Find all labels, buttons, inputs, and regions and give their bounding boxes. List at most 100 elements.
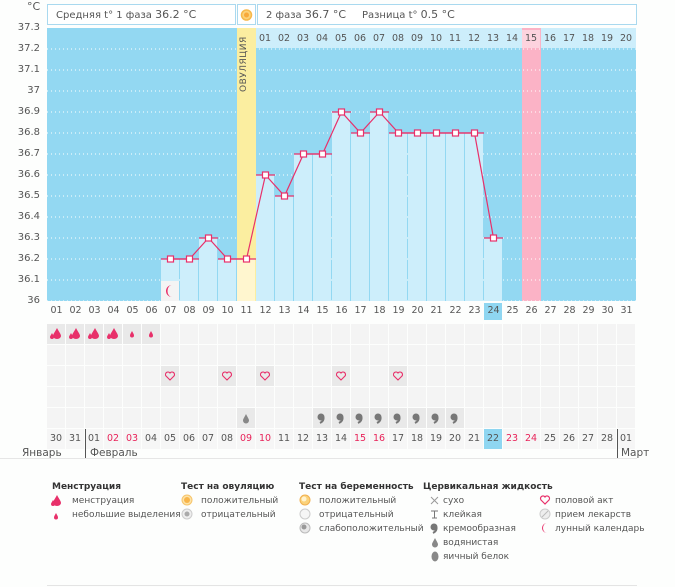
symbol-cell[interactable] xyxy=(161,366,179,386)
symbol-cell[interactable] xyxy=(617,366,635,386)
symbol-cell[interactable] xyxy=(541,345,559,365)
symbol-cell[interactable] xyxy=(180,387,198,407)
symbol-cell[interactable] xyxy=(142,387,160,407)
cycle-day-label[interactable]: 15 xyxy=(316,305,329,316)
symbol-cell[interactable] xyxy=(503,345,521,365)
symbol-cell[interactable] xyxy=(237,345,255,365)
calendar-date[interactable]: 05 xyxy=(161,429,179,449)
calendar-date[interactable]: 01 xyxy=(617,429,635,449)
symbol-cell[interactable] xyxy=(503,324,521,344)
symbol-cell[interactable] xyxy=(446,408,464,428)
symbol-cell[interactable] xyxy=(294,345,312,365)
calendar-date[interactable]: 06 xyxy=(180,429,198,449)
symbol-cell[interactable] xyxy=(408,345,426,365)
symbol-cell[interactable] xyxy=(351,324,369,344)
symbol-cell[interactable] xyxy=(275,408,293,428)
symbol-cell[interactable] xyxy=(351,366,369,386)
symbol-cell[interactable] xyxy=(332,345,350,365)
symbol-cell[interactable] xyxy=(370,408,388,428)
symbol-cell[interactable] xyxy=(256,345,274,365)
symbol-cell[interactable] xyxy=(598,366,616,386)
symbol-cell[interactable] xyxy=(541,408,559,428)
symbol-cell[interactable] xyxy=(541,387,559,407)
symbol-cell[interactable] xyxy=(180,345,198,365)
symbol-cell[interactable] xyxy=(560,345,578,365)
cycle-day-label[interactable]: 11 xyxy=(240,305,253,316)
symbol-cell[interactable] xyxy=(446,345,464,365)
calendar-date[interactable]: 23 xyxy=(503,429,521,449)
symbol-cell[interactable] xyxy=(332,408,350,428)
calendar-date[interactable]: 25 xyxy=(541,429,559,449)
symbol-cell[interactable] xyxy=(104,366,122,386)
symbol-cell[interactable] xyxy=(560,324,578,344)
cycle-day-label[interactable]: 27 xyxy=(544,305,557,316)
symbol-cell[interactable] xyxy=(256,324,274,344)
symbol-cell[interactable] xyxy=(218,387,236,407)
cycle-day-label[interactable]: 13 xyxy=(278,305,291,316)
symbol-cell[interactable] xyxy=(370,345,388,365)
symbol-cell[interactable] xyxy=(275,387,293,407)
calendar-date[interactable]: 19 xyxy=(427,429,445,449)
symbol-cell[interactable] xyxy=(256,408,274,428)
symbol-cell[interactable] xyxy=(598,408,616,428)
symbol-cell[interactable] xyxy=(351,387,369,407)
cycle-day-label[interactable]: 28 xyxy=(563,305,576,316)
symbol-cell[interactable] xyxy=(484,387,502,407)
symbol-cell[interactable] xyxy=(294,324,312,344)
symbol-cell[interactable] xyxy=(104,345,122,365)
cycle-day-label[interactable]: 06 xyxy=(145,305,158,316)
symbol-cell[interactable] xyxy=(294,408,312,428)
symbol-cell[interactable] xyxy=(66,345,84,365)
symbol-cell[interactable] xyxy=(47,324,65,344)
calendar-date[interactable]: 17 xyxy=(389,429,407,449)
cycle-day-label[interactable]: 25 xyxy=(506,305,519,316)
symbol-cell[interactable] xyxy=(389,345,407,365)
symbol-cell[interactable] xyxy=(218,345,236,365)
calendar-date[interactable]: 18 xyxy=(408,429,426,449)
cycle-day-label[interactable]: 21 xyxy=(430,305,443,316)
cycle-day-label[interactable]: 12 xyxy=(259,305,272,316)
symbol-cell[interactable] xyxy=(351,345,369,365)
cycle-day-label[interactable]: 08 xyxy=(183,305,196,316)
symbol-cell[interactable] xyxy=(522,387,540,407)
symbol-cell[interactable] xyxy=(104,408,122,428)
symbol-cell[interactable] xyxy=(161,345,179,365)
calendar-date[interactable]: 24 xyxy=(522,429,540,449)
symbol-cell[interactable] xyxy=(446,366,464,386)
symbol-cell[interactable] xyxy=(446,324,464,344)
cycle-day-label[interactable]: 17 xyxy=(354,305,367,316)
symbol-cell[interactable] xyxy=(199,408,217,428)
symbol-cell[interactable] xyxy=(199,345,217,365)
symbol-cell[interactable] xyxy=(85,387,103,407)
symbol-cell[interactable] xyxy=(579,387,597,407)
symbol-cell[interactable] xyxy=(47,345,65,365)
symbol-cell[interactable] xyxy=(180,324,198,344)
calendar-date[interactable]: 20 xyxy=(446,429,464,449)
symbol-cell[interactable] xyxy=(104,387,122,407)
symbol-cell[interactable] xyxy=(47,366,65,386)
calendar-date[interactable]: 02 xyxy=(104,429,122,449)
symbol-cell[interactable] xyxy=(142,345,160,365)
symbol-cell[interactable] xyxy=(617,387,635,407)
symbol-cell[interactable] xyxy=(313,408,331,428)
symbol-cell[interactable] xyxy=(541,324,559,344)
cycle-day-label[interactable]: 04 xyxy=(107,305,120,316)
symbol-cell[interactable] xyxy=(237,387,255,407)
symbol-cell[interactable] xyxy=(370,387,388,407)
symbol-cell[interactable] xyxy=(66,408,84,428)
symbol-cell[interactable] xyxy=(579,408,597,428)
symbol-cell[interactable] xyxy=(617,324,635,344)
symbol-cell[interactable] xyxy=(294,387,312,407)
symbol-cell[interactable] xyxy=(256,387,274,407)
symbol-cell[interactable] xyxy=(598,387,616,407)
symbol-cell[interactable] xyxy=(66,366,84,386)
symbol-cell[interactable] xyxy=(66,324,84,344)
symbol-cell[interactable] xyxy=(294,366,312,386)
symbol-cell[interactable] xyxy=(161,408,179,428)
calendar-date[interactable]: 04 xyxy=(142,429,160,449)
symbol-cell[interactable] xyxy=(484,366,502,386)
symbol-cell[interactable] xyxy=(579,324,597,344)
symbol-cell[interactable] xyxy=(408,387,426,407)
symbol-cell[interactable] xyxy=(218,324,236,344)
calendar-date[interactable]: 22 xyxy=(484,429,502,449)
